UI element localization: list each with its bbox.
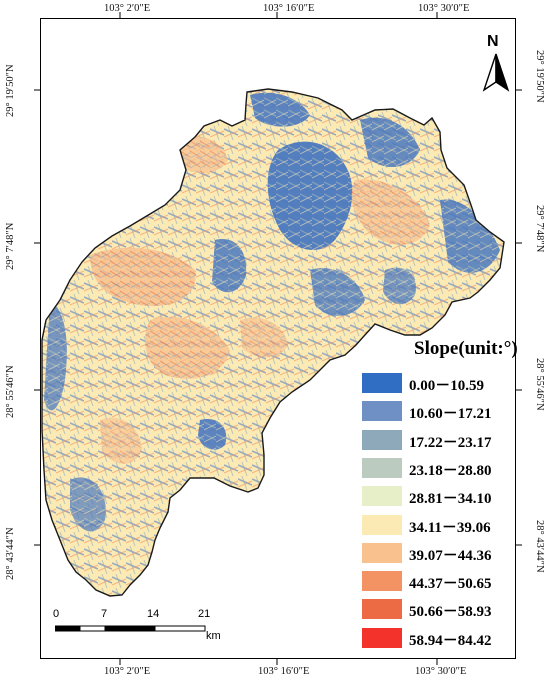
legend-title: Slope(unit:°) [414, 338, 518, 359]
bottom-coord-label: 103° 16′0″E [258, 666, 310, 677]
scale-tick-label: 14 [147, 608, 160, 620]
legend-item: 39.07－44.36 [362, 542, 522, 564]
legend-item: 58.94－84.42 [362, 627, 522, 649]
legend-item-label: 23.18－28.80 [409, 462, 492, 479]
legend-swatch [362, 373, 402, 393]
frame-ticks [34, 12, 522, 665]
legend-item: 17.22－23.17 [362, 429, 522, 451]
legend-item: 34.11－39.06 [362, 514, 522, 536]
legend-swatch [362, 599, 402, 620]
scale-unit-label: km [206, 630, 221, 642]
legend-item-label: 39.07－44.36 [409, 547, 492, 564]
legend-item-label: 34.11－39.06 [409, 519, 491, 536]
legend-item: 28.81－34.10 [362, 486, 522, 508]
legend: Slope(unit:°) 0.00－10.59 10.60－17.21 17.22… [362, 338, 522, 649]
top-coord-label: 103° 16′0″E [263, 3, 315, 14]
legend-item-label: 58.94－84.42 [409, 632, 492, 649]
scale-bar: 0 7 14 21 km [53, 608, 225, 642]
legend-item-label: 28.81－34.10 [409, 491, 492, 508]
legend-swatch [362, 571, 402, 592]
legend-item-label: 17.22－23.17 [409, 434, 492, 451]
bottom-coord-label: 103° 2′0″E [104, 666, 151, 677]
top-coord-label: 103° 2′0″E [104, 3, 151, 14]
north-label: N [487, 33, 499, 50]
legend-swatch [362, 486, 402, 507]
legend-swatch [362, 401, 402, 422]
legend-item-label: 0.00－10.59 [409, 378, 485, 394]
north-arrow: N [478, 33, 514, 94]
bottom-coord-label: 103° 30′0″E [415, 666, 467, 677]
legend-swatch [362, 514, 402, 535]
legend-swatch [362, 429, 402, 450]
legend-item: 23.18－28.80 [362, 457, 522, 479]
scale-tick-label: 0 [53, 608, 60, 620]
legend-item: 0.00－10.59 [362, 373, 522, 394]
legend-item: 44.37－50.65 [362, 571, 522, 593]
top-coord-label: 103° 30′0″E [418, 3, 470, 14]
north-arrow-icon [482, 53, 510, 92]
legend-swatch [362, 627, 402, 648]
scale-tick-label: 7 [101, 608, 108, 620]
legend-item-label: 10.60－17.21 [409, 406, 492, 423]
legend-item: 10.60－17.21 [362, 401, 522, 423]
legend-item-label: 44.37－50.65 [409, 576, 492, 593]
legend-item: 50.66－58.93 [362, 599, 522, 621]
legend-item-label: 50.66－58.93 [409, 604, 492, 621]
scale-bar-graphic [55, 625, 206, 632]
scale-tick-label: 21 [198, 608, 211, 620]
legend-swatch [362, 542, 402, 563]
legend-swatch [362, 457, 402, 478]
region-boundary [41, 88, 505, 597]
